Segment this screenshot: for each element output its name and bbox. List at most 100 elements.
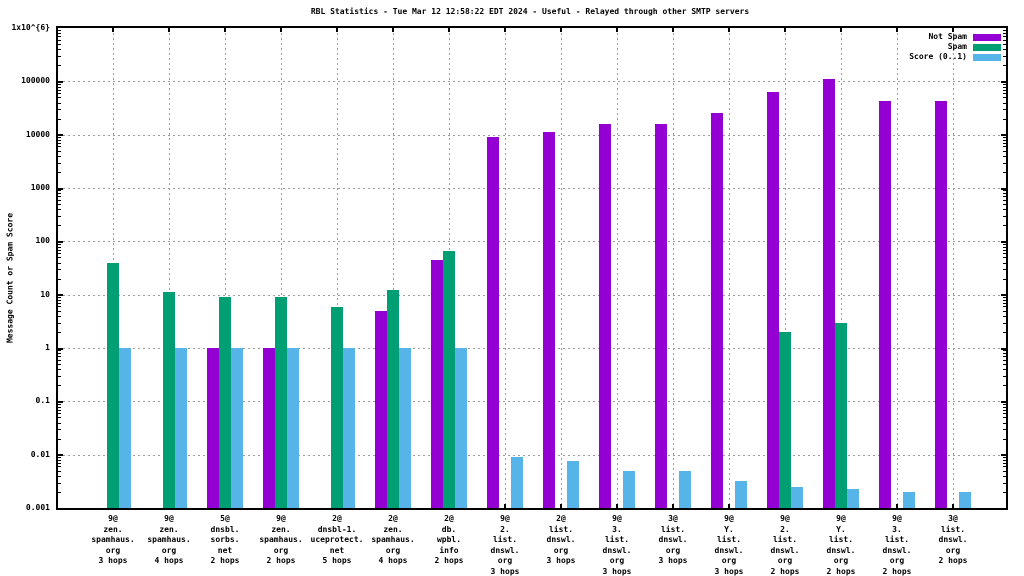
bar-not-spam-15 [935, 101, 947, 508]
y-minor-tick-left [58, 36, 61, 38]
y-tick-label: 10000 [25, 129, 50, 139]
y-tick-label: 1x10^{6} [11, 23, 50, 32]
y-minor-tick-right [1003, 369, 1006, 371]
x-tick-top [448, 28, 450, 32]
y-minor-tick-right [1003, 86, 1006, 88]
bar-not-spam-5 [375, 310, 387, 508]
y-major-tick-right [1001, 347, 1006, 350]
y-minor-tick-left [58, 150, 61, 152]
y-gridline [58, 348, 1006, 349]
y-minor-tick-left [58, 403, 61, 405]
plot-area [56, 26, 1008, 510]
x-tick-label: 9@ zen. spamhaus. org 2 hops [259, 514, 303, 565]
bar-not-spam-14 [879, 101, 891, 508]
y-major-tick-right [1001, 400, 1006, 403]
y-minor-tick-right [1003, 459, 1006, 461]
y-minor-tick-left [58, 215, 61, 217]
bar-spam-5 [387, 290, 399, 508]
y-major-tick-left [58, 240, 63, 243]
y-minor-tick-right [1003, 409, 1006, 411]
x-tick-top [840, 28, 842, 32]
x-tick-top [504, 28, 506, 32]
y-minor-tick-left [58, 171, 61, 173]
x-tick-label: 9@ 3. list. dnswl. org 3 hops [602, 514, 632, 576]
x-tick-label: 5@ dnsbl. sorbs. net 2 hops [210, 514, 240, 565]
y-minor-tick-right [1003, 310, 1006, 312]
y-minor-tick-right [1003, 462, 1006, 464]
bar-spam-2 [219, 297, 231, 508]
y-tick-label: 0.1 [35, 396, 50, 406]
bar-spam-6 [443, 251, 455, 508]
legend-label-score: Score (0..1) [909, 52, 967, 61]
legend-swatch-spam [973, 43, 1001, 51]
y-minor-tick-left [58, 102, 61, 104]
y-minor-tick-left [58, 315, 61, 317]
x-tick-bottom [728, 504, 730, 508]
y-major-tick-right [1001, 80, 1006, 83]
y-minor-tick-left [58, 470, 61, 472]
y-minor-tick-left [58, 49, 61, 51]
y-minor-tick-right [1003, 429, 1006, 431]
y-minor-tick-right [1003, 422, 1006, 424]
y-minor-tick-right [1003, 33, 1006, 35]
y-major-tick-left [58, 187, 63, 190]
y-minor-tick-right [1003, 83, 1006, 85]
y-minor-tick-left [58, 30, 61, 32]
y-minor-tick-right [1003, 482, 1006, 484]
x-gridline [280, 28, 282, 508]
y-gridline [58, 454, 1006, 456]
x-tick-bottom [672, 504, 674, 508]
y-minor-tick-right [1003, 297, 1006, 299]
x-tick-label: 9@ Y. list. dnswl. org 3 hops [714, 514, 744, 576]
y-minor-tick-left [58, 209, 61, 211]
y-minor-tick-left [58, 302, 61, 304]
y-minor-tick-left [58, 253, 61, 255]
y-minor-tick-right [1003, 364, 1006, 366]
y-tick-label: 100 [35, 236, 50, 246]
bar-score-0-1--15 [959, 491, 971, 508]
y-gridline [58, 241, 1006, 243]
bar-score-0-1--0 [119, 348, 131, 508]
legend-item-not-spam: Not Spam [909, 32, 1001, 42]
bar-score-0-1--7 [511, 457, 523, 508]
x-tick-top [784, 28, 786, 32]
y-minor-tick-left [58, 65, 61, 67]
y-minor-tick-left [58, 482, 61, 484]
y-minor-tick-right [1003, 438, 1006, 440]
y-minor-tick-left [58, 353, 61, 355]
y-minor-tick-right [1003, 137, 1006, 139]
x-gridline [560, 28, 562, 508]
bar-score-0-1--14 [903, 491, 915, 508]
bar-score-0-1--1 [175, 348, 187, 508]
y-minor-tick-left [58, 246, 61, 248]
y-minor-tick-right [1003, 385, 1006, 387]
bar-score-0-1--12 [791, 486, 803, 508]
bar-score-0-1--11 [735, 481, 747, 508]
bar-not-spam-12 [767, 92, 779, 508]
x-tick-label: 2@ db. wpbl. info 2 hops [434, 514, 464, 565]
y-minor-tick-left [58, 364, 61, 366]
y-gridline [58, 134, 1006, 136]
legend-swatch-score [973, 53, 1001, 61]
y-minor-tick-right [1003, 299, 1006, 301]
x-gridline [896, 28, 898, 508]
legend-swatch-not-spam [973, 33, 1001, 41]
x-gridline [672, 28, 674, 508]
y-minor-tick-left [58, 356, 61, 358]
bar-not-spam-13 [823, 79, 835, 508]
bar-not-spam-11 [711, 112, 723, 508]
bar-spam-0 [107, 262, 119, 508]
x-tick-label: 9@ 2. list. dnswl. org 2 hops [770, 514, 800, 576]
y-major-tick-right [1001, 294, 1006, 297]
y-minor-tick-left [58, 146, 61, 148]
y-minor-tick-right [1003, 49, 1006, 51]
y-minor-tick-left [58, 299, 61, 301]
y-minor-tick-left [58, 83, 61, 85]
bar-score-0-1--10 [679, 470, 691, 508]
y-minor-tick-right [1003, 302, 1006, 304]
y-minor-tick-right [1003, 39, 1006, 41]
y-minor-tick-left [58, 33, 61, 35]
y-minor-tick-right [1003, 225, 1006, 227]
y-minor-tick-left [58, 190, 61, 192]
legend-item-score: Score (0..1) [909, 52, 1001, 62]
